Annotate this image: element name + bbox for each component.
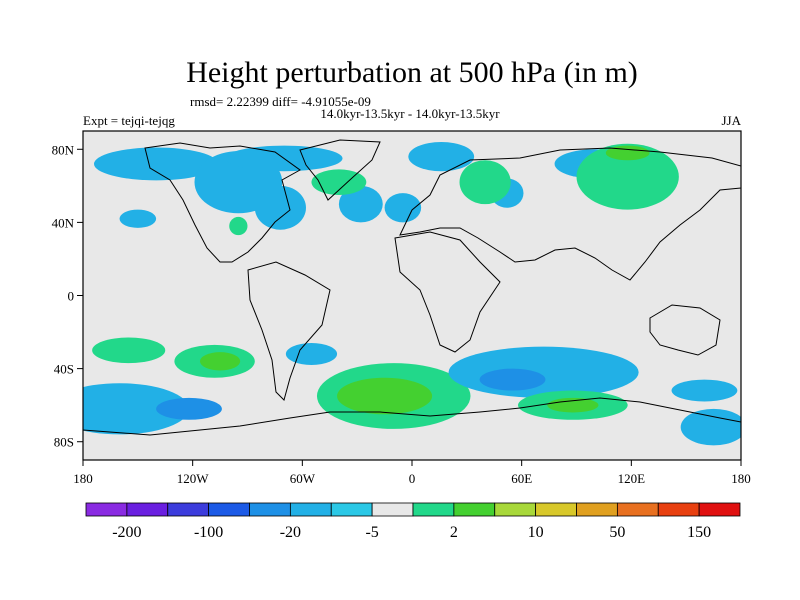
colorbar-box-5 (289, 502, 332, 517)
colorbar-box-8 (412, 502, 455, 517)
colorbar-label-3: -5 (365, 524, 378, 541)
x-tick-label-3: 0 (409, 471, 416, 486)
x-tick-label-6: 180 (731, 471, 751, 486)
colorbar-box-1 (126, 502, 169, 517)
coastline-africa (394, 231, 501, 353)
anomaly-region-13 (605, 145, 650, 161)
anomaly-region-2 (254, 185, 306, 230)
colorbar-label-4: 2 (450, 524, 458, 541)
anomaly-region-12 (576, 143, 679, 210)
colorbar-box-13 (616, 502, 659, 517)
coastline-antarctica (83, 397, 741, 436)
colorbar-box-15 (698, 502, 741, 517)
colorbar-label-1: -100 (194, 524, 223, 541)
anomaly-region-24 (479, 368, 546, 391)
y-axis: 80N 40N 0 40S 80S (52, 142, 83, 450)
coastline-layer (83, 139, 741, 436)
anomaly-region-14 (229, 216, 248, 236)
y-tick-label-2: 0 (68, 289, 75, 304)
chart-title: Height perturbation at 500 hPa (in m) (186, 56, 638, 89)
colorbar-label-2: -20 (280, 524, 301, 541)
anomaly-region-27 (680, 408, 741, 446)
anomaly-region-20 (285, 343, 338, 365)
x-tick-label-1: 120W (177, 471, 210, 486)
x-tick-label-5: 120E (618, 471, 646, 486)
y-tick-label-4: 80S (54, 435, 74, 450)
colorbar-box-0 (85, 502, 128, 517)
anomaly-region-16 (156, 397, 222, 420)
x-tick-label-2: 60W (290, 471, 316, 486)
colorbar-label-6: 50 (609, 524, 625, 541)
y-tick-label-0: 80N (52, 142, 75, 157)
colorbar-label-5: 10 (528, 524, 544, 541)
periods-label: 14.0kyr-13.5kyr - 14.0kyr-13.5kyr (320, 106, 500, 121)
season-label: JJA (721, 113, 741, 128)
coastline-europe-asia (399, 147, 741, 281)
colorbar-box-14 (657, 502, 700, 517)
coastline-south-america (247, 261, 331, 401)
stats-label: rmsd= 2.22399 diff= -4.91055e-09 (190, 94, 371, 109)
colorbar-box-12 (576, 502, 618, 517)
colorbar-box-11 (535, 502, 577, 517)
colorbar-label-7: 150 (687, 524, 711, 541)
colorbar-box-2 (167, 502, 210, 517)
coastline-greenland (299, 139, 381, 201)
anomaly-region-19 (92, 337, 166, 364)
anomaly-region-7 (408, 141, 475, 172)
anomaly-region-11 (459, 160, 511, 205)
anomaly-region-10 (311, 169, 367, 195)
anomaly-region-6 (384, 193, 422, 223)
anomaly-region-22 (337, 377, 433, 415)
x-tick-label-4: 60E (511, 471, 532, 486)
anomaly-region-28 (671, 379, 738, 402)
coastline-north-america (144, 142, 301, 263)
colorbar-box-9 (453, 502, 496, 517)
colorbar-box-4 (249, 502, 291, 517)
experiment-label: Expt = tejqi-tejqg (83, 113, 175, 128)
colorbar-box-7 (371, 502, 414, 517)
colorbar-box-3 (208, 502, 250, 517)
anomaly-region-0 (93, 147, 219, 181)
colorbar-box-6 (330, 502, 373, 517)
x-axis: 180 120W 60W 0 60E 120E 180 (73, 460, 751, 486)
anomaly-region-4 (119, 209, 157, 228)
anomaly-region-23 (448, 346, 639, 398)
y-tick-label-1: 40N (52, 215, 75, 230)
x-tick-label-0: 180 (73, 471, 93, 486)
anomaly-region-26 (547, 397, 599, 413)
colorbar-box-10 (494, 502, 537, 517)
anomaly-region-5 (338, 185, 383, 223)
coastline-australia (649, 304, 721, 356)
y-tick-label-3: 40S (54, 362, 74, 377)
anomaly-region-18 (199, 352, 241, 371)
colorbar: -200 -100 -20 -5 2 10 50 150 (85, 502, 741, 541)
colorbar-label-0: -200 (112, 524, 141, 541)
anomaly-region-15 (83, 383, 189, 435)
